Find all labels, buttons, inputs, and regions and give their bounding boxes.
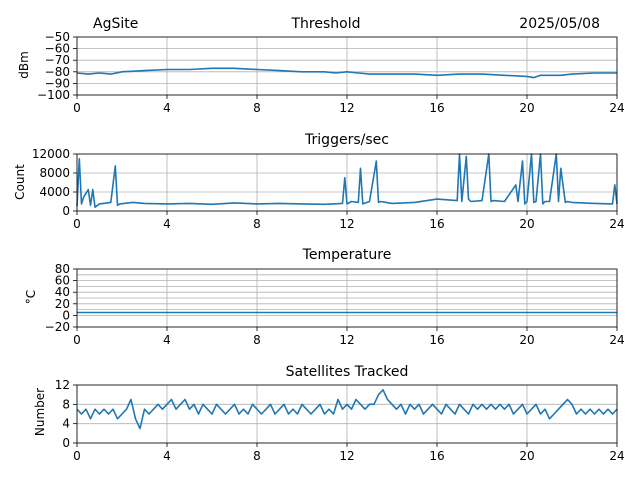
satellites-ytick-label: 4	[62, 417, 70, 431]
triggers-ytick-label: 4000	[39, 185, 70, 199]
triggers-xtick-label: 16	[429, 217, 444, 231]
report-date: 2025/05/08	[519, 16, 600, 32]
threshold-xtick-label: 12	[339, 101, 354, 115]
triggers-ytick-label: 8000	[39, 166, 70, 180]
satellites-xtick-label: 4	[163, 449, 171, 463]
satellites-xtick-label: 16	[429, 449, 444, 463]
satellites-series-line	[76, 388, 618, 430]
triggers-panel: Triggers/sec Count 0 4 8 12 16 20 24 0 4000 8000 1…	[13, 132, 625, 231]
temperature-title: Temperature	[302, 247, 392, 263]
triggers-xtick-label: 12	[339, 217, 354, 231]
triggers-xtick-label: 0	[73, 217, 81, 231]
temperature-xtick-label: 0	[73, 333, 81, 347]
threshold-ytick-label: −70	[45, 53, 70, 67]
satellites-xtick-label: 24	[609, 449, 624, 463]
temperature-xtick-label: 12	[339, 333, 354, 347]
threshold-ytick-label: −50	[45, 30, 70, 44]
triggers-xtick-label: 20	[519, 217, 534, 231]
threshold-xtick-label: 8	[253, 101, 261, 115]
temperature-ylabel: °C	[24, 290, 38, 304]
threshold-ylabel: dBm	[17, 51, 31, 79]
threshold-ytick-label: −60	[45, 42, 70, 56]
satellites-ylabel: Number	[33, 388, 47, 436]
satellites-title: Satellites Tracked	[286, 364, 409, 380]
triggers-ylabel: Count	[13, 164, 27, 200]
threshold-xtick-label: 4	[163, 101, 171, 115]
satellites-xtick-label: 12	[339, 449, 354, 463]
satellites-ytick-label: 0	[62, 436, 70, 450]
triggers-ytick-label: 0	[62, 204, 70, 218]
threshold-xtick-label: 24	[609, 101, 624, 115]
threshold-series-line	[76, 67, 617, 79]
threshold-ytick-label: −90	[45, 76, 70, 90]
triggers-ytick-label: 12000	[32, 147, 70, 161]
temperature-ytick-label: 80	[55, 262, 70, 276]
satellites-xtick-label: 20	[519, 449, 534, 463]
threshold-ytick-label: −80	[45, 65, 70, 79]
temperature-ytick-label: 0	[62, 308, 70, 322]
temperature-xtick-label: 8	[253, 333, 261, 347]
temperature-xtick-label: 4	[163, 333, 171, 347]
satellites-ytick-label: 12	[55, 378, 70, 392]
temperature-xtick-label: 16	[429, 333, 444, 347]
temperature-ytick-label: 40	[55, 285, 70, 299]
temperature-ytick-label: −20	[45, 320, 70, 334]
triggers-title: Triggers/sec	[304, 132, 389, 148]
temperature-ytick-label: 60	[55, 274, 70, 288]
threshold-panel: Threshold dBm 0 4 8 12 16 20 24 −100−90−80−70−6…	[17, 16, 625, 115]
temperature-xtick-label: 24	[609, 333, 624, 347]
threshold-ytick-label: −100	[37, 88, 70, 102]
temperature-xtick-label: 20	[519, 333, 534, 347]
satellites-panel: Satellites Tracked Number 0 4 8 12 16 20 24 0 4 8…	[33, 364, 625, 463]
threshold-xtick-label: 0	[73, 101, 81, 115]
triggers-xtick-label: 8	[253, 217, 261, 231]
satellites-xtick-label: 8	[253, 449, 261, 463]
threshold-xtick-label: 16	[429, 101, 444, 115]
threshold-xtick-label: 20	[519, 101, 534, 115]
satellites-xtick-label: 0	[73, 449, 81, 463]
satellites-ytick-label: 8	[62, 397, 70, 411]
site-name: AgSite	[93, 16, 138, 32]
triggers-series-line	[76, 153, 618, 208]
triggers-xtick-label: 24	[609, 217, 624, 231]
temperature-ytick-label: 20	[55, 297, 70, 311]
triggers-xtick-label: 4	[163, 217, 171, 231]
threshold-title: Threshold	[291, 16, 361, 32]
